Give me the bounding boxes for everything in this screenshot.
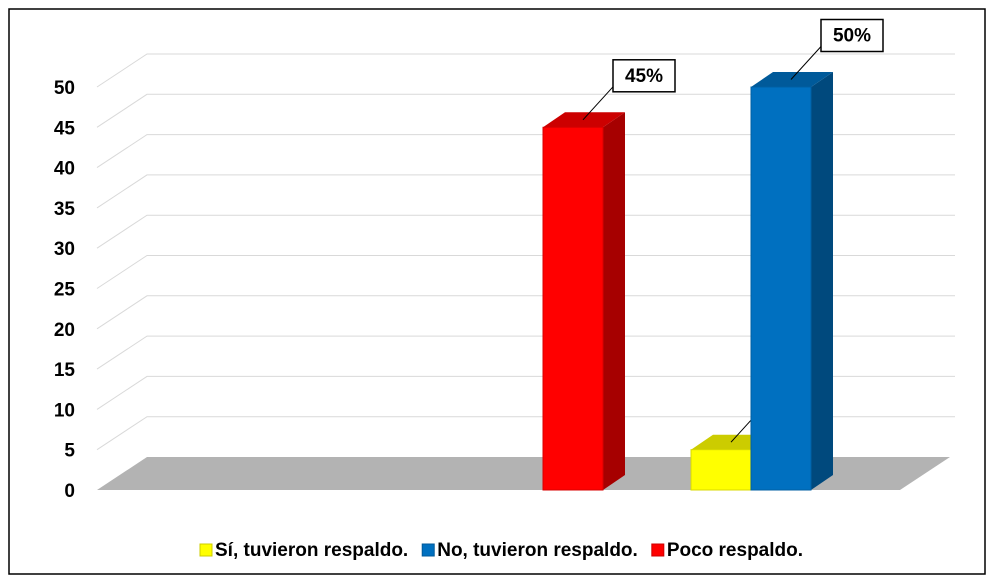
y-tick-label: 35	[54, 199, 76, 220]
grid-line	[96, 134, 955, 169]
bar	[690, 449, 752, 491]
grid-line	[96, 174, 955, 209]
legend-label: No, tuvieron respaldo.	[437, 540, 638, 561]
data-label: 45%	[625, 66, 663, 87]
y-tick-label: 40	[54, 159, 75, 180]
y-tick-label: 50	[54, 78, 75, 99]
y-tick-label: 25	[54, 280, 76, 301]
label-box	[820, 18, 884, 53]
y-tick-label: 15	[54, 360, 76, 381]
bar	[750, 86, 812, 491]
y-tick-label: 20	[54, 320, 75, 341]
grid-line	[96, 295, 955, 330]
grid-line	[96, 255, 955, 289]
label-box	[612, 59, 676, 93]
y-tick-label: 5	[64, 441, 75, 462]
y-tick-label: 10	[54, 400, 75, 421]
grid-line	[96, 375, 955, 410]
legend-label: Poco respaldo.	[667, 540, 803, 561]
bar-side	[811, 72, 833, 490]
bar-top	[543, 112, 625, 128]
grid-line	[96, 335, 955, 370]
bar-top	[751, 72, 833, 87]
grid-line	[96, 214, 955, 249]
data-label: 50%	[833, 26, 871, 47]
label-leader	[790, 46, 822, 80]
legend-swatch	[421, 543, 435, 557]
bar-side	[603, 112, 625, 491]
label-leader	[582, 86, 614, 121]
grid-line	[96, 53, 955, 88]
y-tick-label: 45	[54, 118, 76, 139]
y-tick-label: 30	[54, 239, 75, 260]
legend-swatch	[199, 543, 213, 557]
grid-line	[96, 416, 955, 451]
legend-swatch	[651, 543, 665, 557]
grid-line	[96, 93, 955, 128]
bar	[542, 126, 604, 491]
legend-label: Sí, tuvieron respaldo.	[215, 540, 408, 561]
y-tick-label: 0	[64, 481, 75, 502]
